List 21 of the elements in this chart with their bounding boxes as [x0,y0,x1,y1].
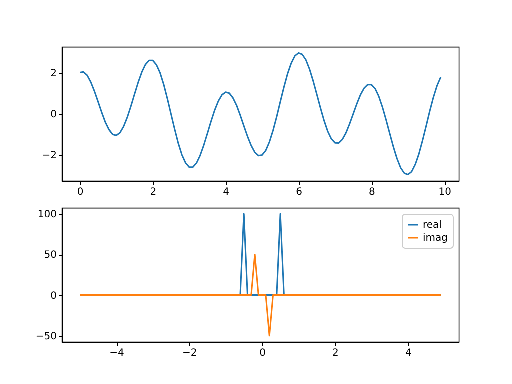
x-tick-label: −2 [182,348,198,359]
x-tick-label: −4 [110,348,124,359]
x-tick-label: 2 [332,348,339,359]
x-tick-label: 0 [77,187,84,198]
y-tick-label: 50 [44,250,57,262]
y-tick-label: 0 [50,290,57,302]
line-series [79,52,442,176]
x-tick-label: 4 [223,187,230,198]
legend-label: real [423,220,442,231]
x-tick-label: 2 [150,187,157,198]
x-tick-label: 6 [296,187,302,198]
y-tick-label: −2 [42,150,57,162]
x-tick-label: 4 [405,348,412,359]
y-tick-label: 0 [50,110,57,120]
x-tick-label: 8 [369,187,376,198]
x-tick-label: 10 [438,187,452,198]
x-tick-label: 0 [260,348,266,359]
y-tick-label: 2 [50,68,57,80]
y-tick-label: −50 [36,331,57,342]
legend-label: imag [423,233,448,244]
y-tick-label: 100 [38,210,57,221]
